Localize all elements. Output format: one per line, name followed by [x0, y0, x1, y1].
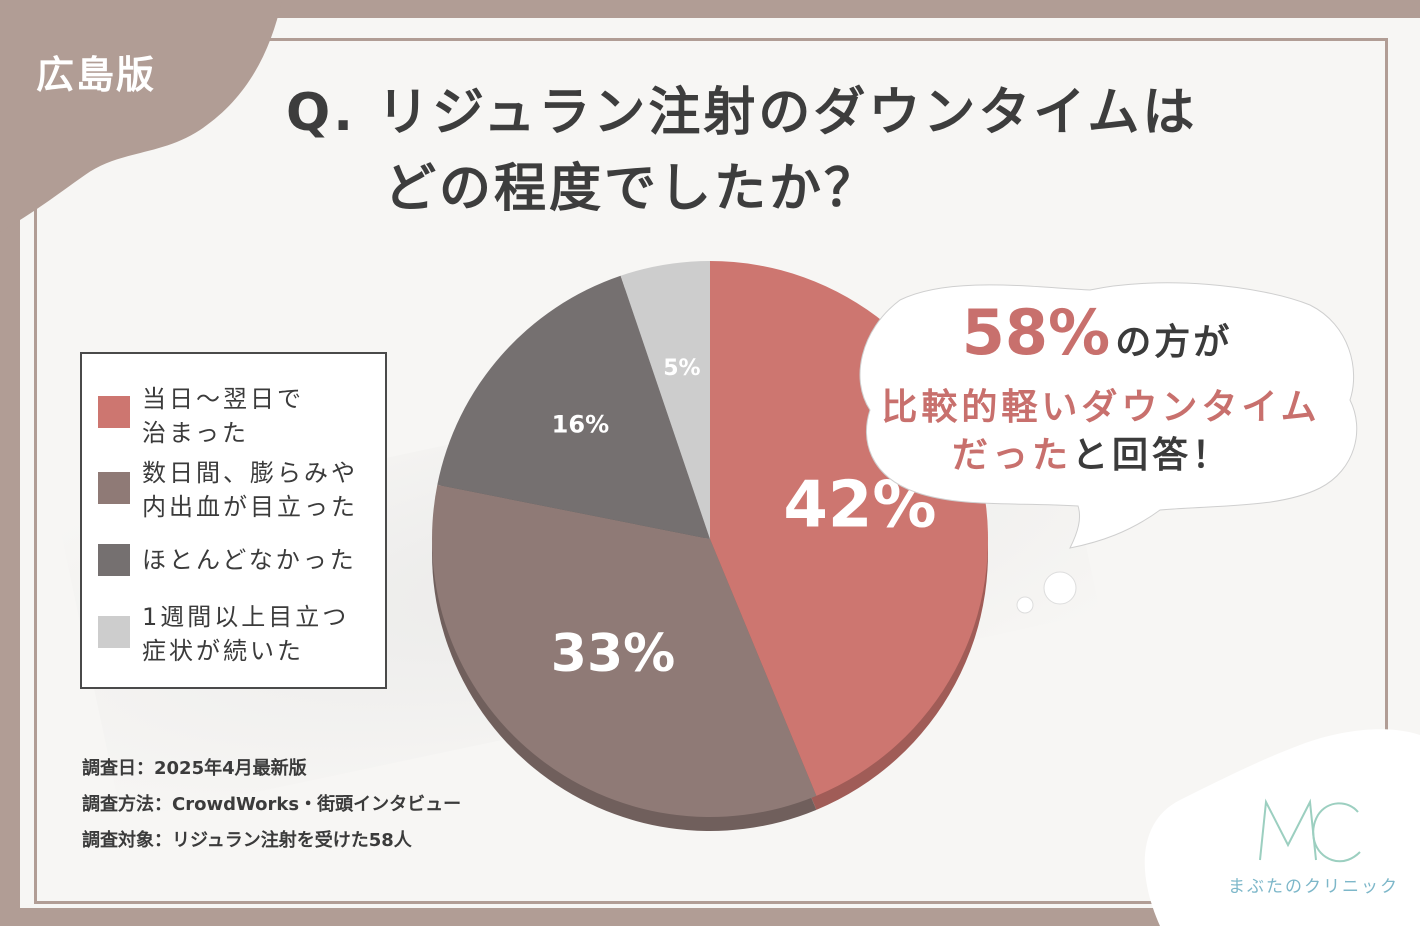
survey-date: 調査日：2025年4月最新版 [82, 758, 307, 779]
legend-swatch [98, 472, 130, 504]
question-title-line1: Q. リジュラン注射のダウンタイムは [286, 83, 1198, 143]
callout-bubble [859, 282, 1358, 614]
callout-line3: だったと回答！ [862, 426, 1322, 478]
pie-slice-label-3: 16% [552, 410, 609, 438]
edition-corner-shape [0, 0, 282, 232]
pie-slice-4 [620, 261, 710, 539]
clinic-name: まぶたのクリニック [1228, 877, 1399, 897]
pie-slice-3 [437, 275, 710, 539]
pie-chart: 42%33%16%5% [432, 261, 989, 831]
callout-line3-text: と回答！ [1072, 435, 1233, 476]
pie-slice-2 [432, 484, 817, 817]
pie-labels: 42%33%16%5% [551, 356, 937, 684]
legend-swatch [98, 396, 130, 428]
legend-swatch [98, 616, 130, 648]
pie-slice-label-2: 33% [551, 624, 675, 684]
inner-frame [34, 38, 1388, 904]
legend-swatch [98, 544, 130, 576]
clinic-logo [1144, 729, 1420, 926]
legend-label: 当日～翌日で 治まった [142, 385, 304, 447]
legend-label: ほとんどなかった [142, 546, 357, 574]
legend-label: 1週間以上目立つ 症状が続いた [142, 603, 350, 665]
question-title-line2: どの程度でしたか？ [384, 159, 880, 219]
survey-subject: 調査対象：リジュラン注射を受けた58人 [82, 830, 412, 851]
pie-slices [432, 261, 988, 817]
callout-line2: 比較的軽いダウンタイム [881, 387, 1321, 428]
chart-legend: 当日～翌日で 治まった 数日間、膨らみや 内出血が目立った ほとんどなかった 1週間… [80, 352, 387, 689]
mc-monogram [1259, 798, 1361, 863]
survey-method: 調査方法：CrowdWorks・街頭インタビュー [82, 794, 462, 815]
edition-label: 広島版 [36, 53, 157, 97]
callout-line1-text: の方が [1115, 322, 1233, 363]
callout-percent: 58% [961, 296, 1111, 369]
callout-line1: 58% の方が [862, 296, 1332, 369]
legend-label: 数日間、膨らみや 内出血が目立った [142, 459, 358, 521]
callout-line3-highlight: だった [951, 435, 1072, 476]
pie-slice-label-4: 5% [663, 356, 700, 381]
